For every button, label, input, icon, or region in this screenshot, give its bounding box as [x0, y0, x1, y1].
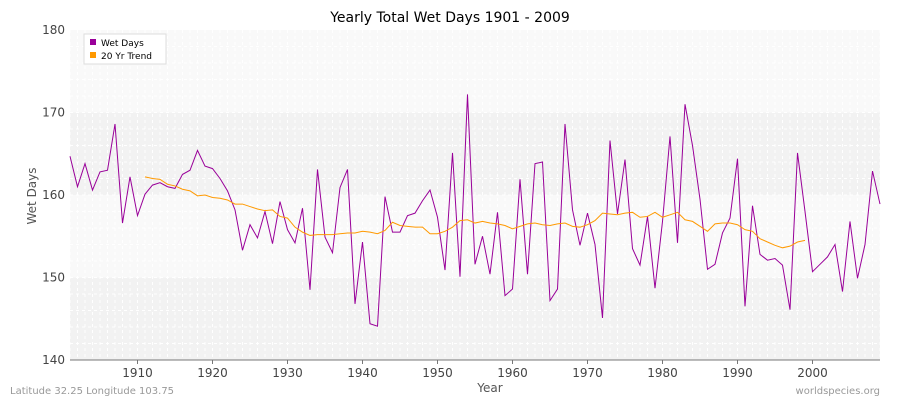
series-line-20-yr-trend [144, 176, 806, 249]
x-tick-labels: 1910 1920 1930 1940 1950 1960 1970 1980 1990 2000 [122, 360, 828, 380]
y-tick-label: 180 [42, 23, 65, 37]
legend-label-20-yr-trend: 20 Yr Trend [101, 52, 152, 62]
legend-swatch-20-yr-trend [90, 52, 96, 58]
y-tick-label: 170 [42, 106, 65, 120]
y-tick-label: 160 [42, 188, 65, 202]
grid-lines [69, 30, 881, 361]
x-tick-label: 1970 [572, 366, 603, 380]
x-tick-label: 1960 [497, 366, 528, 380]
x-tick-label: 2000 [797, 366, 828, 380]
x-tick-label: 1910 [122, 366, 153, 380]
x-tick-label: 1980 [647, 366, 678, 380]
series-line-wet-days [69, 94, 881, 327]
x-tick-label: 1950 [422, 366, 453, 380]
footer-coordinates: Latitude 32.25 Longitude 103.75 [10, 386, 174, 397]
y-tick-label: 150 [42, 271, 65, 285]
x-tick-label: 1940 [347, 366, 378, 380]
legend-label-wet-days: Wet Days [101, 39, 144, 49]
x-tick-label: 1920 [197, 366, 228, 380]
x-tick-label: 1990 [722, 366, 753, 380]
y-tick-labels: 140 150 160 170 180 [42, 23, 65, 367]
x-axis-label: Year [476, 381, 502, 395]
chart-title: Yearly Total Wet Days 1901 - 2009 [329, 10, 570, 26]
legend: Wet Days 20 Yr Trend [83, 33, 167, 65]
legend-swatch-wet-days [90, 39, 96, 45]
y-axis-label: Wet Days [25, 167, 39, 224]
footer-source: worldspecies.org [796, 386, 880, 397]
y-tick-label: 140 [42, 353, 65, 367]
series-lines [69, 94, 881, 327]
legend-box [83, 33, 167, 65]
x-tick-label: 1930 [272, 366, 303, 380]
